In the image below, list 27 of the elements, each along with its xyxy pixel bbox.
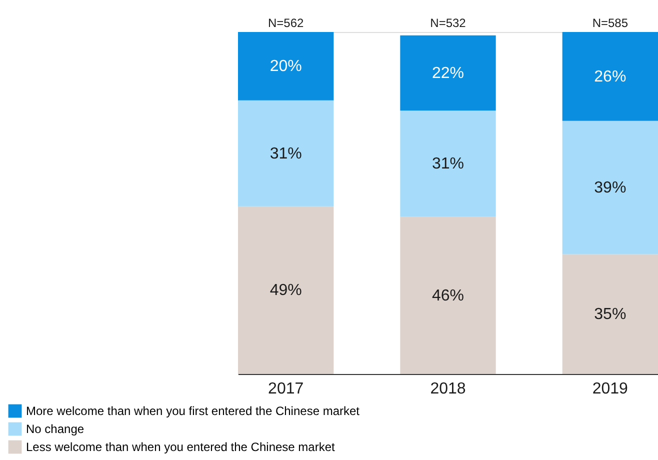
- data-label: 31%: [270, 145, 302, 162]
- data-label: 31%: [432, 156, 464, 173]
- data-label: 49%: [270, 282, 302, 300]
- text: N=562: [268, 16, 304, 30]
- data-label: 35%: [594, 306, 626, 324]
- bar: [238, 32, 334, 100]
- bar: [562, 254, 658, 374]
- bar: [400, 110, 496, 217]
- bar: [238, 100, 334, 206]
- bar: [562, 120, 658, 254]
- x-tick-label: 2018: [430, 380, 466, 398]
- legend-label: More welcome than when you first entered the Chinese market: [26, 404, 360, 418]
- data-label: 26%: [594, 68, 626, 86]
- bar: [238, 206, 334, 374]
- bar: [562, 32, 658, 121]
- legend-label: No change: [26, 422, 84, 436]
- data-label: 20%: [270, 58, 302, 76]
- text: N=532: [430, 16, 466, 30]
- x-tick-label: 2017: [268, 380, 304, 398]
- data-label: 46%: [432, 287, 464, 304]
- legend-label: Less welcome than when you entered the Chinese market: [26, 440, 336, 454]
- data-label: 39%: [594, 180, 626, 197]
- bar: [400, 216, 496, 374]
- data-label: 22%: [432, 65, 464, 82]
- bar: [400, 35, 496, 111]
- text: N=585: [592, 16, 628, 30]
- x-tick-label: 2019: [592, 380, 628, 398]
